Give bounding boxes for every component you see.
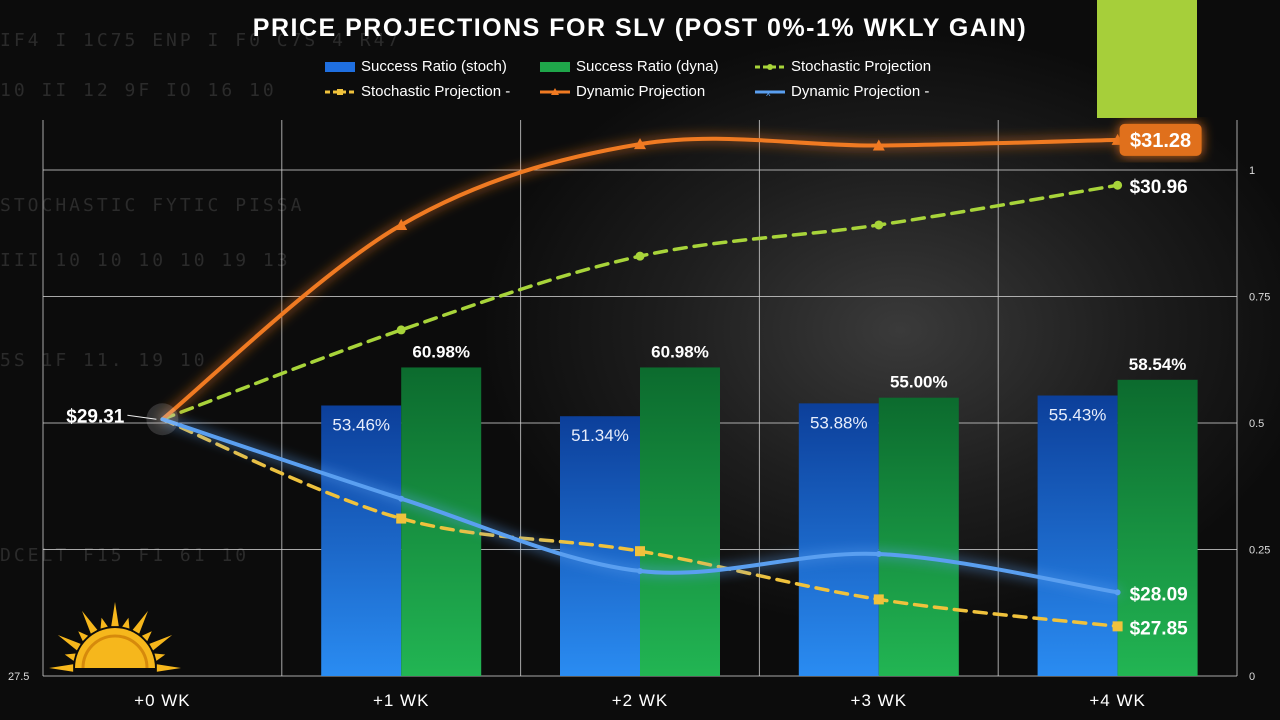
sun-ray: [141, 631, 152, 642]
axes: 0 0.25 0.5 0.75 1 27.5 +0 WK +1 WK +2 WK +3 WK +4 …: [8, 165, 1270, 710]
secondary-axis-tick-label: 1: [1249, 165, 1255, 177]
sun-ray: [100, 617, 108, 629]
sun-ray: [132, 610, 148, 634]
bar-success-stoch: [321, 405, 402, 676]
line-marker: [873, 594, 884, 605]
bar-data-label-stoch: 51.34%: [571, 426, 629, 445]
legend-item-stoch-proj-minus: Stochastic Projection -: [325, 83, 540, 100]
legend-item-stoch-proj: Stochastic Projection: [755, 58, 965, 75]
legend-item-dyna-proj-minus: x Dynamic Projection -: [755, 83, 965, 100]
background-ticker-row: DCELT F15 F1 61 10: [0, 545, 250, 566]
category-axis-label: +2 WK: [612, 691, 669, 710]
line-marker: [635, 251, 645, 261]
sun-ray: [49, 664, 74, 672]
legend-line-stoch-proj: [755, 63, 785, 70]
background-ticker-row: STOCHASTIC FYTIC PISSA: [0, 195, 305, 216]
sun-ray: [111, 602, 119, 627]
line-marker: [872, 139, 885, 151]
sun-ray: [78, 631, 89, 642]
lines: [160, 133, 1124, 632]
category-axis-label: +1 WK: [373, 691, 430, 710]
background-ticker-row: 10 II 12 9F IO 16 10: [0, 80, 277, 101]
chart-title: PRICE PROJECTIONS FOR SLV (POST 0%-1% WK…: [252, 14, 1028, 42]
bar-success-dyna: [878, 397, 959, 676]
line-marker: [1112, 621, 1123, 632]
legend-swatch-success-stoch: [325, 61, 355, 72]
sun-ray: [149, 635, 173, 651]
background-ticker-row: III 10 10 10 10 19 13: [0, 250, 291, 271]
bar-data-label-dyna: 55.00%: [890, 373, 948, 392]
line-marker: [398, 495, 405, 502]
secondary-axis-tick-label: 0: [1249, 671, 1255, 683]
legend-label-stoch-proj: Stochastic Projection: [791, 58, 932, 75]
category-axis-label: +3 WK: [851, 691, 908, 710]
bar-data-label-dyna: 60.98%: [412, 342, 470, 361]
end-label-stochastic-projection: $30.96: [1130, 177, 1188, 198]
start-label-leader: [127, 414, 157, 420]
bar-data-label-dyna: 58.54%: [1129, 355, 1187, 374]
legend-swatch-success-dyna: [540, 61, 570, 72]
line-marker: [395, 218, 408, 230]
background-ticker-row: 5S 1F 11. 19 10: [0, 350, 208, 371]
secondary-axis-tick-label: 0.5: [1249, 418, 1264, 430]
line-marker: [1113, 180, 1123, 190]
secondary-axis-tick-label: 0.25: [1249, 545, 1270, 557]
sun-ray: [64, 653, 76, 661]
category-axis-label: +4 WK: [1089, 691, 1146, 710]
legend-label-success-dyna: Success Ratio (dyna): [576, 58, 719, 75]
start-point-glow: [146, 403, 179, 436]
legend-line-stoch-proj-minus: [325, 88, 355, 95]
line-marker: [874, 220, 884, 230]
sun-logo-icon: [49, 602, 181, 672]
bar-success-dyna: [1117, 379, 1198, 676]
bar-data-label-stoch: 53.46%: [332, 415, 390, 434]
sun-ray: [57, 635, 81, 651]
end-label-dynamic-projection: $31.28: [1130, 130, 1191, 152]
svg-text:x: x: [766, 88, 771, 97]
line-marker: [635, 546, 645, 557]
end-label-box: [1119, 123, 1202, 156]
bar-success-stoch: [798, 403, 879, 676]
line-marker: [637, 568, 643, 575]
category-axis-label: +0 WK: [134, 691, 191, 710]
end-label-stochastic-projection-minus: $27.85: [1130, 618, 1189, 639]
legend-label-dyna-proj-minus: Dynamic Projection -: [791, 83, 930, 100]
line-marker: [634, 138, 646, 150]
legend-line-dyna-proj: [540, 87, 570, 95]
start-price-label: $29.31: [66, 406, 125, 427]
bar-data-label-stoch: 53.88%: [810, 413, 868, 432]
primary-axis-tick-label: 27.5: [8, 671, 29, 683]
bar-data-label-dyna: 60.98%: [651, 342, 709, 361]
sun-ray: [122, 617, 130, 629]
line-marker: [1114, 589, 1121, 596]
bar-success-stoch: [1037, 395, 1118, 676]
sun-ray: [156, 664, 181, 672]
sun-ray: [82, 610, 98, 634]
legend-label-dyna-proj: Dynamic Projection: [576, 83, 706, 100]
bar-data-label-stoch: 55.43%: [1049, 406, 1107, 425]
legend-item-dyna-proj: Dynamic Projection: [540, 83, 755, 100]
end-label-dynamic-projection-minus: $28.09: [1130, 584, 1188, 605]
sun-ray: [154, 653, 166, 661]
line-marker: [396, 325, 406, 335]
legend-label-stoch-proj-minus: Stochastic Projection -: [361, 83, 511, 100]
bar-success-dyna: [640, 367, 720, 676]
labels: 53.46% 51.34% 53.88% 55.43% 60.98% 60.98% 55.0…: [66, 123, 1202, 639]
chart-legend: Success Ratio (stoch) Success Ratio (dyn…: [325, 58, 965, 100]
legend-label-success-stoch: Success Ratio (stoch): [361, 58, 507, 75]
legend-item-success-stoch: Success Ratio (stoch): [325, 58, 540, 75]
bars: [321, 0, 1198, 676]
legend-item-success-dyna: Success Ratio (dyna): [540, 58, 755, 75]
secondary-axis-tick-label: 0.75: [1249, 292, 1270, 304]
legend-line-dyna-proj-minus: x: [755, 88, 785, 97]
line-marker: [875, 551, 882, 558]
line-marker: [396, 513, 407, 524]
highlight-block: [1097, 0, 1197, 118]
background-ticker-row: IF4 I 1C75 ENP I F0 C7S 4 R47: [0, 30, 402, 51]
